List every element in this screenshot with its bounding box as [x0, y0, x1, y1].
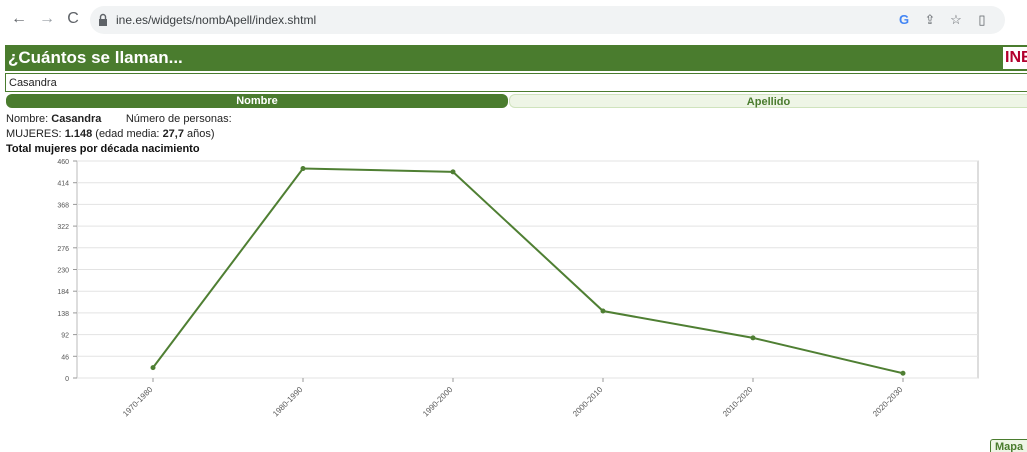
age-value: 27,7: [162, 128, 184, 140]
women-label: MUJERES:: [6, 128, 62, 140]
x-tick-label: 1970-1980: [121, 385, 155, 419]
reload-icon[interactable]: C: [67, 10, 79, 27]
women-info-line: MUJERES: 1.148 (edad media: 27,7 años): [6, 128, 215, 140]
series-line: [152, 167, 904, 375]
side-panel-icon[interactable]: ▯: [978, 12, 986, 27]
x-tick-label: 2020-2030: [871, 385, 905, 419]
chart-title: Total mujeres por década nacimiento: [6, 143, 200, 155]
back-arrow-icon[interactable]: ←: [11, 10, 27, 27]
name-label: Nombre:: [6, 113, 49, 125]
name-info-line: Nombre: Casandra Número de personas:: [6, 113, 232, 125]
y-tick-label: 138: [57, 311, 69, 318]
mapa-button[interactable]: Mapa: [990, 439, 1027, 452]
widget-header: ¿Cuántos se llaman... INE: [5, 45, 1027, 71]
tab-nombre[interactable]: Nombre: [6, 94, 508, 108]
y-tick-label: 414: [57, 181, 69, 188]
y-tick-label: 230: [57, 268, 69, 275]
y-tick-label: 184: [57, 289, 69, 296]
y-tick-label: 368: [57, 202, 69, 209]
bookmark-star-icon[interactable]: ☆: [950, 12, 962, 27]
persons-label: Número de personas:: [125, 113, 232, 125]
lock-icon: [99, 13, 107, 26]
y-tick-label: 0: [65, 376, 69, 383]
name-search-input[interactable]: [5, 73, 1027, 92]
widget-title: ¿Cuántos se llaman...: [8, 48, 183, 67]
ine-logo: INE: [1003, 47, 1027, 69]
x-tick-label: 1980-1990: [271, 385, 305, 419]
data-point: [450, 169, 456, 175]
data-point: [900, 370, 906, 376]
x-tick-label: 2010-2020: [721, 385, 755, 419]
name-value: Casandra: [51, 113, 102, 125]
x-tick-label: 1990-2000: [421, 385, 455, 419]
y-tick-label: 92: [61, 333, 69, 340]
y-tick-label: 322: [57, 224, 69, 231]
google-icon[interactable]: G: [898, 12, 910, 27]
data-point: [300, 166, 306, 172]
address-bar[interactable]: ine.es/widgets/nombApell/index.shtml G ⇪…: [90, 6, 1005, 34]
browser-toolbar: ← → C ine.es/widgets/nombApell/index.sht…: [0, 0, 1027, 40]
y-tick-label: 276: [57, 246, 69, 253]
y-tick-label: 460: [57, 159, 69, 166]
data-point: [600, 308, 606, 314]
data-point: [150, 365, 156, 371]
share-icon[interactable]: ⇪: [924, 12, 936, 27]
y-tick-label: 46: [61, 354, 69, 361]
women-count: 1.148: [64, 128, 93, 140]
x-tick-label: 2000-2010: [571, 385, 605, 419]
age-prefix: (edad media:: [95, 128, 160, 140]
url-text: ine.es/widgets/nombApell/index.shtml: [116, 13, 317, 27]
forward-arrow-icon[interactable]: →: [39, 10, 55, 27]
age-suffix: años): [187, 128, 215, 140]
tab-apellido[interactable]: Apellido: [509, 94, 1027, 108]
data-point: [750, 335, 756, 341]
